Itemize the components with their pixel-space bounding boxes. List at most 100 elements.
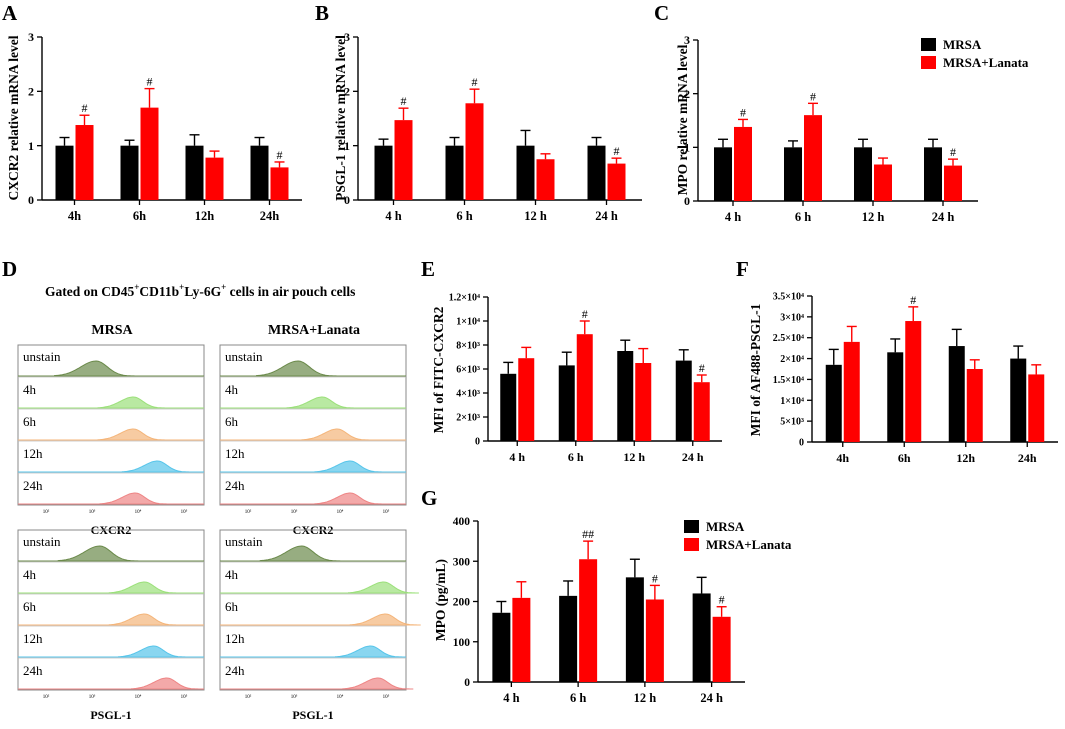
chart-e-bar-lanata [518,358,535,441]
chart-e-y-tick-label: 6×10³ [456,365,480,376]
chart-b-y-label: PSGL-1 relative mRNA level [333,35,348,201]
chart-g-y-tick-label: 200 [453,597,471,609]
panel-label-d: D [2,257,17,281]
flow-row-label-4h: 4h [225,382,239,397]
flow-histogram-24h [99,492,171,505]
chart-c-y-tick-label: 2 [684,87,690,101]
chart-a-significance-mark: # [82,101,88,115]
chart-c-x-tick-label: 24 h [932,210,955,224]
chart-a-x-tick-label: 4h [68,209,81,223]
chart-e-bar-mrsa [558,365,575,441]
flow-row-label-4h: 4h [23,567,37,582]
flow-axis-tick-label: 10² [245,509,252,515]
chart-b-y-tick-label: 1 [344,139,350,153]
chart-e-y-label: MFI of FITC-CXCR2 [431,306,446,433]
flow-histogram-24h [131,677,202,690]
chart-c-x-tick-label: 6 h [795,210,811,224]
flow-histogram-box: unstain 4h 6h 12h 24h 10² 10³ 10⁴ 10⁵ PSGL-1 [219,529,421,722]
chart-g-y-tick-label: 0 [464,677,470,689]
chart-c-significance-mark: # [740,105,746,119]
chart-b-bar-lanata [394,120,413,200]
flow-axis-tick-label: 10² [43,509,50,515]
flow-histogram-unstain [259,545,344,562]
chart-f-y-label: MFI of AF488-PSGL-1 [748,303,763,436]
chart-a-y-tick-label: 2 [28,85,34,99]
chart-e-y-tick-label: 8×10³ [456,341,480,352]
flow-histogram-24h [314,492,386,505]
panel-label-f: F [736,257,749,281]
chart-b-bar-lanata [536,159,555,200]
chart-c-y-tick-label: 0 [684,194,690,208]
chart-e-y-tick-label: 1.2×10⁴ [449,293,480,304]
panel-label-a: A [2,1,18,25]
chart-e-x-tick-label: 12 h [623,450,645,464]
chart-a-y-tick-label: 1 [28,139,34,153]
chart-b-y-tick-label: 2 [344,85,350,99]
chart-f-x-tick-label: 24h [1018,451,1037,465]
chart-b-y-tick-label: 3 [344,30,350,44]
panel-label-g: G [421,486,437,510]
chart-a-x-tick-label: 12h [195,209,215,223]
flow-histogram-4h [347,581,419,594]
chart-g-bar-mrsa [625,577,644,682]
chart-e-bar-mrsa [500,373,517,441]
chart-g-significance-mark: # [652,571,658,585]
flow-row-label-unstain: unstain [23,534,61,549]
chart-g-legend-label: MRSA [706,519,745,534]
chart-c-bar-mrsa [854,147,872,201]
flow-row-label-6h: 6h [23,414,37,429]
chart-a-bar-lanata [75,125,94,200]
flow-row-label-6h: 6h [225,414,239,429]
flow-axis-tick-label: 10² [43,694,50,700]
chart-c-legend-swatch [921,56,936,69]
flow-histogram-unstain [57,545,142,562]
panel-label-b: B [315,1,329,25]
chart-g-mpo-elisa: 0 100 200 300 400 MPO (pg/mL) 4 h 6 h ## 12 h #24 … [433,516,792,705]
chart-a-bar-mrsa [120,145,139,200]
chart-c-y-label: MPO relative mRNA level [675,44,690,195]
flow-axis-tick-label: 10⁵ [383,509,390,515]
chart-f-y-tick-label: 1×10⁴ [780,396,804,407]
flow-axis-tick-label: 10⁵ [181,509,188,515]
chart-a-bar-lanata [140,107,159,200]
flow-row-label-6h: 6h [225,599,239,614]
chart-g-bar-lanata [645,599,664,682]
flow-histogram-unstain [53,360,138,377]
chart-g-significance-mark: ## [582,527,594,541]
chart-g-x-tick-label: 4 h [503,691,519,705]
chart-c-significance-mark: # [810,89,816,103]
flow-axis-tick-label: 10⁵ [383,694,390,700]
chart-e-y-tick-label: 0 [475,437,480,448]
chart-f-significance-mark: # [910,293,916,307]
chart-c-bar-lanata [804,115,822,201]
panel-label-e: E [421,257,435,281]
chart-f-bar-mrsa [887,352,904,442]
chart-b-x-tick-label: 24 h [595,209,618,223]
chart-g-bar-mrsa [692,593,711,682]
flow-axis-tick-label: 10⁴ [337,509,344,515]
flow-histogram-4h [108,581,180,594]
chart-e-bar-mrsa [675,360,692,441]
flow-row-label-24h: 24h [225,478,245,493]
flow-box-frame [219,529,407,691]
chart-f-y-tick-label: 2.5×10⁴ [773,333,804,344]
flow-marker-label: PSGL-1 [292,708,333,722]
chart-a-bar-mrsa [250,145,269,200]
panel-label-c: C [654,1,669,25]
chart-b-bar-mrsa [374,145,393,200]
chart-b-x-tick-label: 4 h [385,209,401,223]
flow-row-label-6h: 6h [23,599,37,614]
flow-axis-tick-label: 10⁴ [135,694,142,700]
chart-a-y-tick-label: 0 [28,193,34,207]
chart-e-bar-lanata [635,363,652,441]
flow-histogram-12h [121,460,193,473]
chart-a-x-tick-label: 24h [260,209,280,223]
chart-b-bar-mrsa [445,145,464,200]
chart-e-x-tick-label: 6 h [568,450,584,464]
chart-b-significance-mark: # [401,94,407,108]
chart-c-y-tick-label: 1 [684,141,690,155]
chart-g-legend-swatch [684,538,699,551]
